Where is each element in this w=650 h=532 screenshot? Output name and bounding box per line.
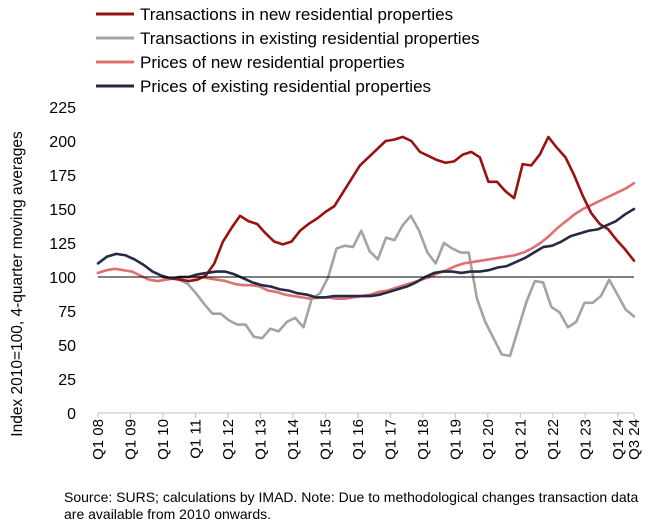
x-tick-label: Q1 11 [187, 419, 204, 459]
x-tick-label: Q1 10 [155, 419, 172, 460]
y-tick-label: 50 [58, 338, 76, 355]
x-tick-label: Q1 12 [220, 419, 237, 460]
x-tick-label: Q1 17 [382, 419, 399, 460]
y-tick-label: 200 [49, 134, 76, 151]
x-tick-label: Q1 09 [122, 419, 139, 460]
x-tick-label: Q1 08 [90, 419, 107, 460]
y-tick-label: 125 [49, 236, 76, 253]
x-tick-label: Q1 22 [545, 419, 562, 460]
x-tick-label: Q1 14 [285, 419, 302, 460]
y-tick-label: 150 [49, 202, 76, 219]
y-tick-label: 25 [58, 372, 76, 389]
source-note: Source: SURS; calculations by IMAD. Note… [64, 489, 639, 522]
y-tick-label: 75 [58, 304, 76, 321]
x-tick-label: Q1 24 [610, 419, 627, 460]
y-axis-title-group: Index 2010=100, 4-quarter moving average… [9, 131, 26, 437]
x-tick-label: Q1 19 [447, 419, 464, 460]
legend-label: Transactions in existing residential pro… [140, 29, 480, 48]
x-tick-label: Q1 13 [252, 419, 269, 460]
y-tick-label: 225 [49, 100, 76, 117]
x-tick-label: Q1 23 [577, 419, 594, 460]
y-tick-label: 100 [49, 270, 76, 287]
legend-label: Prices of new residential properties [140, 53, 405, 72]
x-tick-label: Q1 18 [415, 419, 432, 460]
x-axis-ticks: Q1 08 Q1 09 Q1 10 Q1 11 Q1 12 Q1 13 Q1 14 Q1 15… [90, 413, 643, 460]
x-tick-label: Q3 24 [626, 419, 643, 460]
y-axis-title: Index 2010=100, 4-quarter moving average… [9, 131, 26, 437]
legend: Transactions in new residential properti… [96, 5, 480, 96]
y-tick-label: 175 [49, 168, 76, 185]
series-line-3 [96, 207, 636, 299]
series-line-1 [161, 214, 636, 358]
series-line-0 [161, 135, 636, 283]
y-tick-label: 0 [67, 406, 76, 423]
x-tick-label: Q1 15 [317, 419, 334, 460]
legend-label: Transactions in new residential properti… [140, 5, 453, 24]
x-tick-label: Q1 20 [480, 419, 497, 460]
y-axis-ticks: 0 25 50 75 100 125 150 175 200 225 [49, 100, 76, 423]
x-tick-label: Q1 16 [350, 419, 367, 460]
legend-label: Prices of existing residential propertie… [140, 77, 431, 96]
x-tick-label: Q1 21 [512, 419, 529, 460]
series-lines [96, 135, 636, 358]
